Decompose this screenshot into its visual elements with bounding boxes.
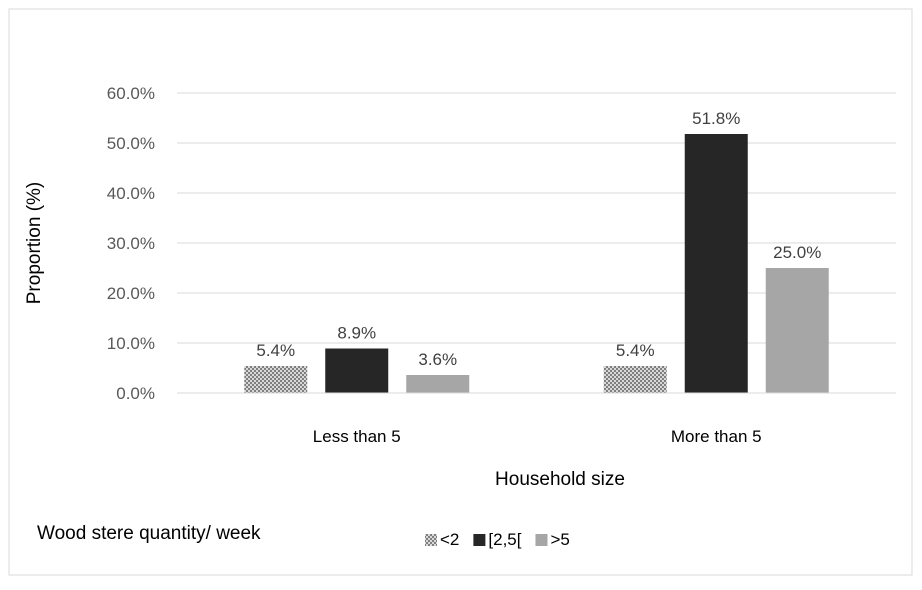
y-tick-label: 0.0% [116, 384, 155, 403]
data-label: 25.0% [773, 243, 821, 262]
legend-swatch [535, 534, 548, 546]
bar [325, 348, 389, 393]
bar [603, 366, 667, 393]
bars [244, 134, 829, 393]
y-tick-label: 10.0% [107, 334, 155, 353]
data-label: 51.8% [692, 109, 740, 128]
y-tick-label: 60.0% [107, 84, 155, 103]
data-label: 5.4% [256, 341, 295, 360]
data-label: 8.9% [337, 324, 376, 343]
y-axis-tick-labels: 0.0% 10.0% 20.0% 30.0% 40.0% 50.0% 60.0% [107, 84, 155, 403]
legend-title: Wood stere quantity/ week [37, 523, 261, 544]
chart-border [8, 8, 913, 576]
x-axis-tick-labels: Less than 5 More than 5 [313, 427, 762, 446]
legend-label: >5 [550, 530, 569, 549]
legend-label: <2 [440, 530, 459, 549]
legend-swatch [425, 534, 437, 546]
legend-swatch [473, 534, 486, 546]
bar [244, 366, 308, 393]
x-tick-label: More than 5 [671, 427, 762, 446]
y-tick-label: 40.0% [107, 184, 155, 203]
data-label: 5.4% [616, 341, 655, 360]
y-tick-label: 20.0% [107, 284, 155, 303]
data-labels: 5.4% 8.9% 3.6% 5.4% 51.8% 25.0% [256, 109, 821, 369]
y-tick-label: 50.0% [107, 134, 155, 153]
data-label: 3.6% [418, 350, 457, 369]
y-tick-label: 30.0% [107, 234, 155, 253]
y-axis-title: Proportion (%) [24, 182, 45, 305]
bar [684, 134, 748, 393]
legend: <2 [2,5[ >5 [425, 530, 570, 549]
bar [406, 375, 470, 393]
legend-label: [2,5[ [488, 530, 521, 549]
x-axis-title: Household size [495, 469, 625, 490]
x-tick-label: Less than 5 [313, 427, 401, 446]
bar [765, 268, 829, 393]
